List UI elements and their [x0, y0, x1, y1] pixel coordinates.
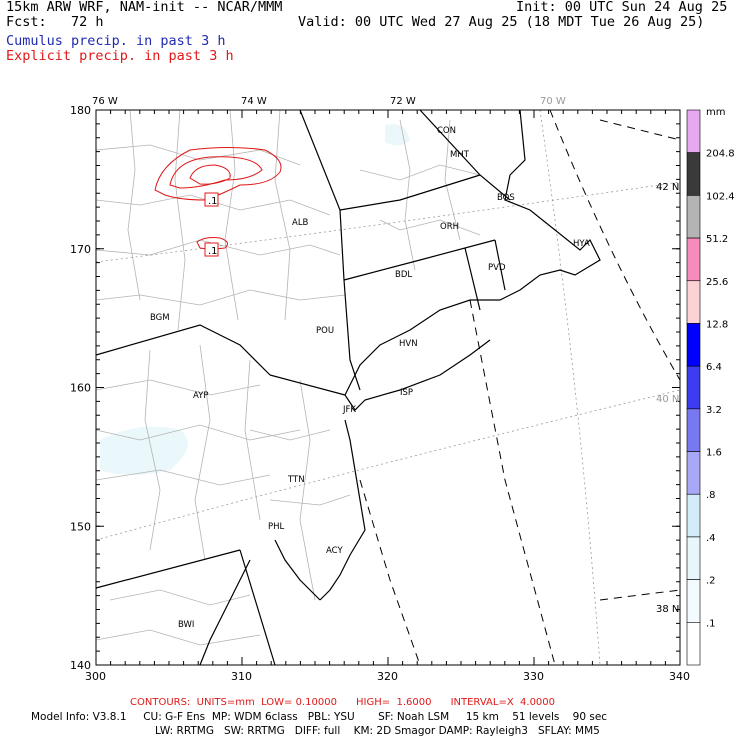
graticule-dashed: [359, 109, 681, 666]
contour-label-markers: [204, 192, 219, 257]
legend-swatch: [686, 152, 701, 196]
contour-label: .1: [208, 196, 218, 207]
legend-value: .4: [706, 533, 716, 544]
longitude-labels: 76 W 74 W 72 W 70 W: [92, 96, 566, 107]
model-info-line1: Model Info: V3.8.1 CU: G-F Ens MP: WDM 6…: [31, 711, 608, 723]
station-label-alb: ALB: [292, 218, 309, 228]
legend-value: .8: [706, 490, 716, 501]
station-labels: CON MHT BOS ORH PVD HYA ALB BDL BGM POU HVN ISP AYP J…: [150, 126, 590, 630]
latitude-label: 40 N: [656, 394, 679, 405]
station-label-pvd: PVD: [488, 263, 506, 273]
legend-swatch: [686, 536, 701, 580]
y-tick-label: 180: [70, 104, 91, 117]
latitude-label: 42 N: [656, 182, 679, 193]
station-label-hya: HYA: [573, 239, 590, 249]
axis-labels: 300 310 320 330 340 140 150 160 170 180: [70, 104, 690, 683]
legend-value: .2: [706, 576, 716, 587]
legend-value: .1: [706, 618, 716, 629]
station-label-pou: POU: [316, 326, 334, 336]
map-title: 15km ARW WRF, NAM-init -- NCAR/MMM: [6, 0, 283, 15]
longitude-label: 74 W: [241, 96, 267, 107]
legend-value: 102.4: [706, 191, 735, 202]
model-info-line2: LW: RRTMG SW: RRTMG DIFF: full KM: 2D Sm…: [155, 725, 600, 737]
legend-swatch: [686, 237, 701, 282]
x-tick-label: 330: [523, 670, 544, 683]
precip-legend: 204.8 102.4 51.2 25.6 12.8 6.4 3.2 1.6 .8 .4 .2 .1: [686, 109, 735, 666]
init-time: Init: 00 UTC Sun 24 Aug 25: [516, 0, 728, 15]
legend-value: 25.6: [706, 277, 728, 288]
station-label-bwi: BWI: [178, 620, 194, 630]
axis-ticks: [95, 109, 681, 666]
y-tick-label: 170: [70, 243, 91, 256]
legend-swatch: [686, 280, 701, 324]
legend-swatch: [686, 323, 701, 367]
longitude-label: 72 W: [390, 96, 416, 107]
y-tick-label: 140: [70, 659, 91, 672]
station-label-hvn: HVN: [399, 339, 418, 349]
explicit-precip-label: Explicit precip. in past 3 h: [6, 48, 234, 64]
forecast-hour: Fcst: 72 h: [6, 14, 104, 30]
contour-label: .1: [208, 246, 218, 257]
legend-swatch: [686, 622, 701, 666]
station-label-ttn: TTN: [287, 475, 305, 485]
legend-value: 3.2: [706, 405, 722, 416]
longitude-label: 70 W: [540, 96, 566, 107]
station-label-con: CON: [437, 126, 456, 136]
lat-lon-grid: [95, 109, 681, 666]
y-tick-label: 150: [70, 520, 91, 533]
station-label-acy: ACY: [326, 546, 343, 556]
latitude-label: 38 N: [656, 604, 679, 615]
station-label-jfk: JFK: [342, 405, 356, 415]
legend-swatch: [686, 408, 701, 452]
station-label-bdl: BDL: [395, 270, 412, 280]
longitude-label: 76 W: [92, 96, 118, 107]
x-tick-label: 300: [85, 670, 106, 683]
contour-info: CONTOURS: UNITS=mm LOW= 0.10000 HIGH= 1.…: [130, 697, 556, 708]
x-tick-label: 320: [377, 670, 398, 683]
latitude-labels: 42 N 40 N 38 N: [656, 182, 679, 615]
legend-value: 6.4: [706, 362, 722, 373]
legend-unit: mm: [706, 107, 725, 118]
map-frame: [95, 109, 681, 666]
station-label-phl: PHL: [268, 522, 285, 532]
legend-value: 204.8: [706, 149, 735, 160]
cumulus-precip-shading: [100, 124, 410, 475]
legend-swatch: [686, 579, 701, 623]
station-label-ayp: AYP: [193, 391, 208, 401]
legend-swatch: [686, 109, 701, 153]
legend-value: 1.6: [706, 448, 722, 459]
coastline: [199, 109, 601, 666]
legend-swatch: [686, 451, 701, 495]
legend-value: 12.8: [706, 319, 728, 330]
station-label-bos: BOS: [497, 193, 515, 203]
station-label-mht: MHT: [450, 150, 470, 160]
cumulus-precip-label: Cumulus precip. in past 3 h: [6, 33, 226, 49]
legend-swatch: [686, 365, 701, 410]
y-tick-label: 160: [70, 382, 91, 395]
station-label-orh: ORH: [440, 222, 459, 232]
state-boundaries: [95, 109, 511, 666]
station-label-isp: ISP: [400, 388, 413, 398]
legend-value: 51.2: [706, 234, 728, 245]
county-boundaries: [95, 109, 481, 646]
x-tick-label: 310: [231, 670, 252, 683]
x-tick-label: 340: [669, 670, 690, 683]
station-label-bgm: BGM: [150, 313, 170, 323]
legend-swatch: [686, 493, 701, 538]
valid-time: Valid: 00 UTC Wed 27 Aug 25 (18 MDT Tue …: [298, 14, 705, 30]
legend-swatch: [686, 195, 701, 239]
